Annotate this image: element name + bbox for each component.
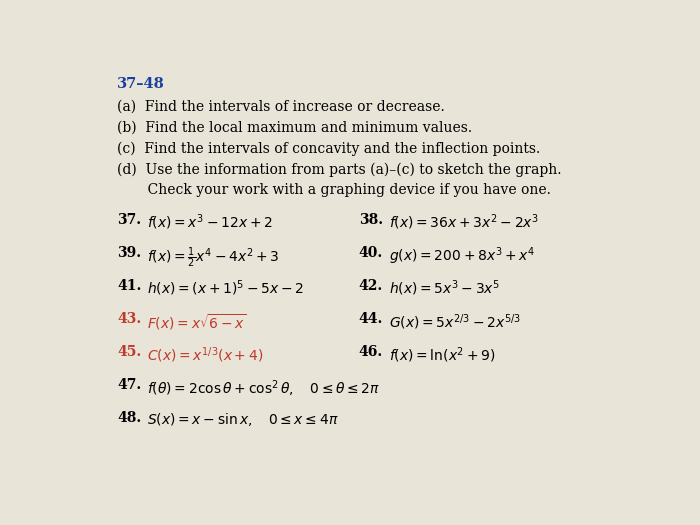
- Text: 38.: 38.: [358, 213, 383, 227]
- Text: $C(x) = x^{1/3}(x + 4)$: $C(x) = x^{1/3}(x + 4)$: [147, 345, 263, 365]
- Text: $h(x) = 5x^3 - 3x^5$: $h(x) = 5x^3 - 3x^5$: [389, 279, 500, 299]
- Text: 40.: 40.: [358, 246, 383, 260]
- Text: $F(x) = x\sqrt{6 - x}$: $F(x) = x\sqrt{6 - x}$: [147, 312, 247, 332]
- Text: 46.: 46.: [358, 345, 383, 359]
- Text: $h(x) = (x + 1)^5 - 5x - 2$: $h(x) = (x + 1)^5 - 5x - 2$: [147, 279, 304, 299]
- Text: $f(\theta) = 2\cos\theta + \cos^2\theta, \quad 0 \leq \theta \leq 2\pi$: $f(\theta) = 2\cos\theta + \cos^2\theta,…: [147, 379, 381, 399]
- Text: 41.: 41.: [118, 279, 141, 293]
- Text: (a)  Find the intervals of increase or decrease.: (a) Find the intervals of increase or de…: [118, 99, 445, 113]
- Text: (b)  Find the local maximum and minimum values.: (b) Find the local maximum and minimum v…: [118, 120, 472, 134]
- Text: $S(x) = x - \sin x, \quad 0 \leq x \leq 4\pi$: $S(x) = x - \sin x, \quad 0 \leq x \leq …: [147, 412, 339, 428]
- Text: $f(x) = \frac{1}{2}x^4 - 4x^2 + 3$: $f(x) = \frac{1}{2}x^4 - 4x^2 + 3$: [147, 246, 279, 270]
- Text: 45.: 45.: [118, 345, 141, 359]
- Text: 44.: 44.: [358, 312, 383, 326]
- Text: (d)  Use the information from parts (a)–(c) to sketch the graph.: (d) Use the information from parts (a)–(…: [118, 162, 562, 177]
- Text: 47.: 47.: [118, 379, 141, 392]
- Text: $G(x) = 5x^{2/3} - 2x^{5/3}$: $G(x) = 5x^{2/3} - 2x^{5/3}$: [389, 312, 521, 332]
- Text: 37.: 37.: [118, 213, 141, 227]
- Text: $f(x) = x^3 - 12x + 2$: $f(x) = x^3 - 12x + 2$: [147, 213, 273, 232]
- Text: Check your work with a graphing device if you have one.: Check your work with a graphing device i…: [118, 183, 551, 197]
- Text: $f(x) = 36x + 3x^2 - 2x^3$: $f(x) = 36x + 3x^2 - 2x^3$: [389, 213, 539, 232]
- Text: $g(x) = 200 + 8x^3 + x^4$: $g(x) = 200 + 8x^3 + x^4$: [389, 246, 535, 267]
- Text: 42.: 42.: [358, 279, 383, 293]
- Text: $f(x) = \ln(x^2 + 9)$: $f(x) = \ln(x^2 + 9)$: [389, 345, 495, 365]
- Text: 39.: 39.: [118, 246, 141, 260]
- Text: 48.: 48.: [118, 412, 141, 425]
- Text: 37–48: 37–48: [118, 77, 165, 91]
- Text: (c)  Find the intervals of concavity and the inflection points.: (c) Find the intervals of concavity and …: [118, 141, 540, 156]
- Text: 43.: 43.: [118, 312, 141, 326]
